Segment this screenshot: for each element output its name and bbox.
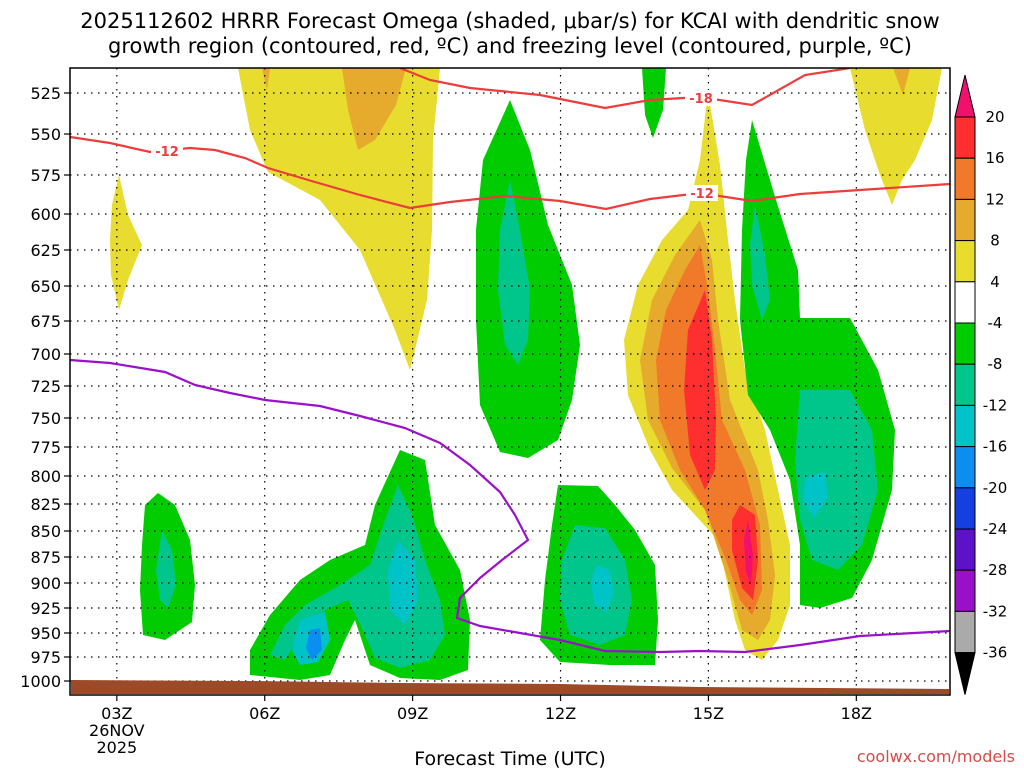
omega-shading — [70, 68, 950, 695]
y-tick-label-925: 925 — [30, 599, 61, 618]
x-axis-title: Forecast Time (UTC) — [414, 748, 605, 768]
omega-negative-right-core — [803, 472, 828, 518]
colorbar-label-20: 20 — [985, 108, 1004, 126]
dgz-contour-lower — [70, 135, 950, 211]
omega-positive-area-left — [110, 175, 142, 310]
omega-negative-bottom-left-inner — [156, 530, 176, 608]
colorbar-label--36: -36 — [983, 644, 1008, 662]
x-tick-label-09Z: 09Z — [397, 704, 428, 723]
omega-positive-area-top-right — [850, 68, 942, 205]
y-tick-label-750: 750 — [30, 409, 61, 428]
x-tick-year: 2025 — [96, 738, 137, 757]
x-tick-label-15Z: 15Z — [693, 704, 724, 723]
colorbar-label-12: 12 — [985, 190, 1004, 208]
y-tick-label-725: 725 — [30, 377, 61, 396]
y-tick-label-875: 875 — [30, 548, 61, 567]
y-tick-label-675: 675 — [30, 312, 61, 331]
colorbar-cell-9 — [954, 446, 976, 489]
y-tick-label-1000: 1000 — [20, 672, 61, 691]
x-tick-label-12Z: 12Z — [545, 704, 576, 723]
colorbar-cell-top-arrow — [954, 74, 976, 118]
freezing-level-contour — [70, 358, 950, 654]
dgz-label-top: -18 — [689, 92, 713, 107]
colorbar-cell-3 — [954, 198, 976, 242]
y-tick-label-775: 775 — [30, 438, 61, 457]
omega-negative-bottom-center-core — [388, 540, 418, 625]
colorbar-label--12: -12 — [983, 396, 1008, 414]
colorbar-cell-bottom-arrow — [954, 652, 976, 695]
y-tick-label-525: 525 — [30, 84, 61, 103]
chart-title-line2: growth region (contoured, red, ºC) and f… — [108, 34, 912, 58]
dgz-contour-upper — [399, 68, 851, 110]
chart-title-line1: 2025112602 HRRR Forecast Omega (shaded, … — [80, 9, 939, 33]
colorbar-cell-10 — [954, 487, 976, 530]
colorbar-label--16: -16 — [983, 438, 1008, 456]
x-tick-label-18Z: 18Z — [841, 704, 872, 723]
y-tick-label-550: 550 — [30, 125, 61, 144]
y-tick-label-850: 850 — [30, 522, 61, 541]
colorbar-cell-7 — [954, 363, 976, 406]
credit-text: coolwx.com/models — [857, 747, 1015, 766]
omega-negative-right-inner-top — [750, 205, 770, 320]
y-tick-label-825: 825 — [30, 495, 61, 514]
omega-negative-right-inner-mid — [795, 390, 878, 570]
omega-negative-bottom-center-core3 — [306, 628, 322, 660]
terrain-surface — [71, 680, 949, 694]
y-axis-ticks: 525 550 575 600 625 650 675 700 725 750 775 800 825 8… — [20, 84, 70, 691]
y-tick-label-800: 800 — [30, 467, 61, 486]
omega-negative-mid-column-inner — [498, 180, 530, 365]
omega-positive-area-top-left — [238, 68, 440, 370]
colorbar-cell-8 — [954, 404, 976, 448]
y-tick-label-625: 625 — [30, 241, 61, 260]
colorbar-cell-2 — [954, 157, 976, 200]
colorbar-cell-1 — [954, 116, 976, 159]
colorbar-label-4: 4 — [990, 273, 1000, 291]
y-tick-label-575: 575 — [30, 166, 61, 185]
omega-positive-core-top-right — [893, 68, 910, 95]
dgz-label-left: -12 — [155, 145, 179, 160]
x-tick-label-06Z: 06Z — [249, 704, 280, 723]
colorbar-label--28: -28 — [983, 561, 1008, 579]
colorbar-cell-13 — [954, 610, 976, 654]
colorbar-label--24: -24 — [983, 520, 1008, 538]
omega-negative-bottom-center-inner — [270, 485, 445, 668]
colorbar-label-16: 16 — [985, 149, 1004, 167]
x-tick-label-03Z: 03Z — [101, 704, 132, 723]
y-tick-label-900: 900 — [30, 574, 61, 593]
y-tick-label-700: 700 — [30, 345, 61, 364]
y-tick-label-600: 600 — [30, 205, 61, 224]
y-tick-label-950: 950 — [30, 624, 61, 643]
colorbar-label--4: -4 — [988, 314, 1003, 332]
omega-positive-core-top — [342, 68, 406, 150]
y-tick-label-975: 975 — [30, 648, 61, 667]
colorbar-cell-4 — [954, 240, 976, 283]
colorbar: 20 16 12 8 4 -4 -8 -12 -16 -20 -24 -28 -32 -36 — [954, 74, 1008, 695]
omega-negative-bottom-12z-core — [591, 565, 614, 612]
colorbar-label--8: -8 — [988, 355, 1003, 373]
x-tick-date: 26NOV — [89, 721, 145, 740]
y-tick-label-650: 650 — [30, 277, 61, 296]
colorbar-cell-11 — [954, 528, 976, 571]
colorbar-cell-6 — [954, 322, 976, 365]
colorbar-cell-5 — [954, 281, 976, 324]
dgz-label-right: -12 — [690, 187, 714, 202]
colorbar-label-8: 8 — [990, 232, 1000, 250]
omega-max-core — [744, 520, 753, 585]
omega-negative-top-small — [642, 68, 666, 138]
colorbar-label--20: -20 — [983, 479, 1008, 497]
omega-positive-sliver-top — [262, 68, 270, 90]
plot-frame — [69, 67, 951, 696]
colorbar-label--32: -32 — [983, 602, 1008, 620]
colorbar-cell-12 — [954, 569, 976, 612]
